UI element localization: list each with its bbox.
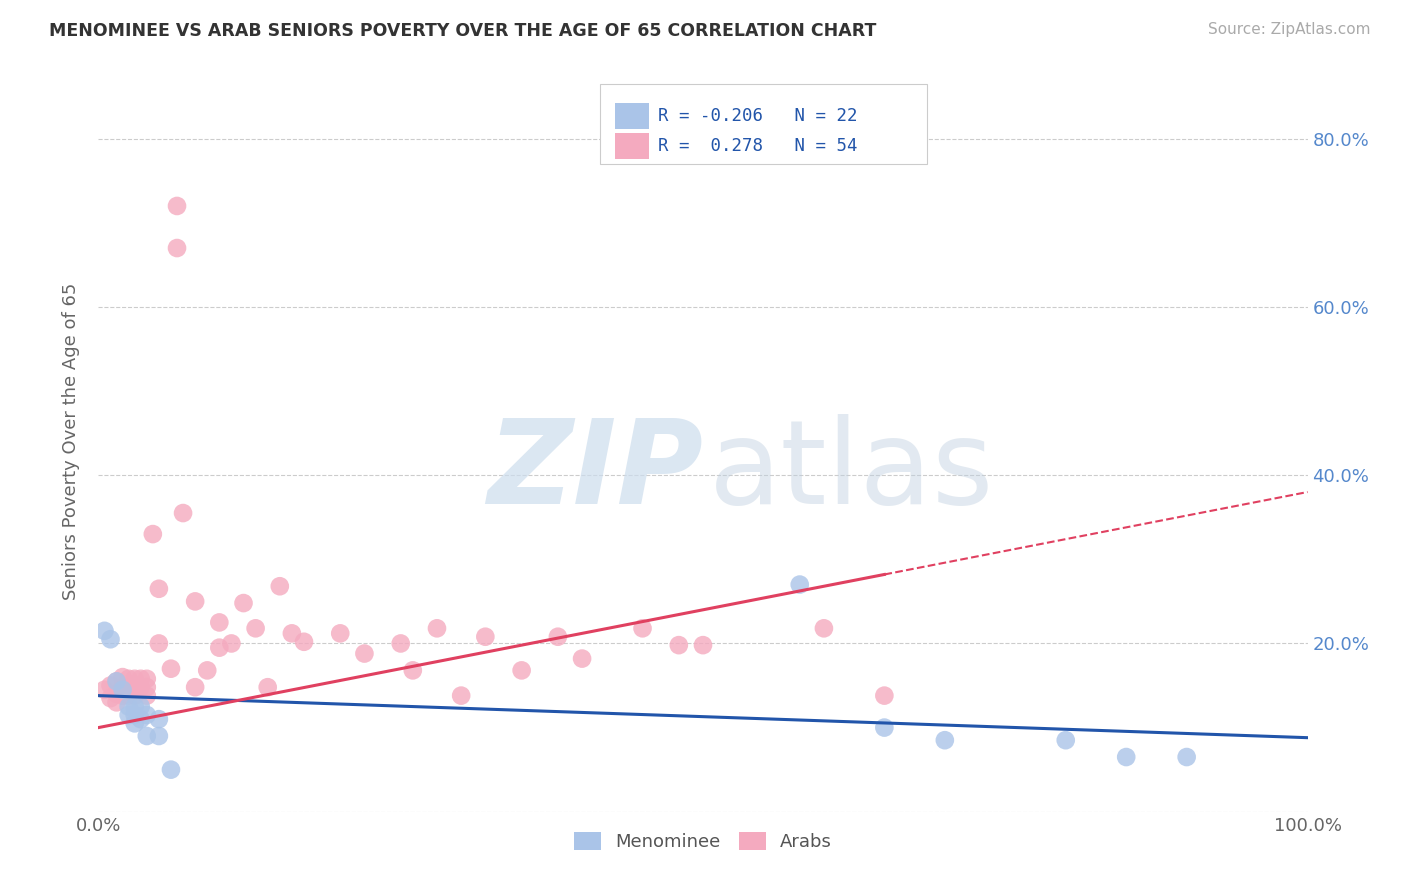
Point [329,626,352,640]
Point [292,634,315,648]
Point [813,621,835,635]
Point [111,680,134,694]
Point [148,712,170,726]
Point [934,733,956,747]
Point [631,621,654,635]
Point [105,674,128,689]
Point [450,689,472,703]
Point [118,699,141,714]
Legend: Menominee, Arabs: Menominee, Arabs [567,824,839,858]
Point [129,680,152,694]
Point [105,695,128,709]
Point [124,699,146,714]
Point [389,636,412,650]
Point [135,672,157,686]
Point [281,626,304,640]
Point [129,699,152,714]
Bar [614,134,648,160]
Point [142,527,165,541]
Point [100,632,122,647]
Point [571,651,593,665]
Point [547,630,569,644]
Point [184,594,207,608]
Point [221,636,243,650]
Point [245,621,267,635]
Point [118,689,141,703]
Point [873,721,896,735]
Point [111,689,134,703]
Point [789,577,811,591]
Point [135,708,157,723]
Bar [614,103,648,128]
Point [148,582,170,596]
Bar [600,84,927,164]
Point [195,664,218,678]
Text: atlas: atlas [709,414,994,529]
Point [105,687,128,701]
Point [135,689,157,703]
Text: MENOMINEE VS ARAB SENIORS POVERTY OVER THE AGE OF 65 CORRELATION CHART: MENOMINEE VS ARAB SENIORS POVERTY OVER T… [49,22,876,40]
Point [124,708,146,723]
Point [129,672,152,686]
Point [118,708,141,723]
Point [166,199,188,213]
Point [124,680,146,694]
Point [232,596,254,610]
Point [668,638,690,652]
Point [124,672,146,686]
Text: R =  0.278   N = 54: R = 0.278 N = 54 [658,137,858,155]
Y-axis label: Seniors Poverty Over the Age of 65: Seniors Poverty Over the Age of 65 [62,283,80,600]
Point [124,689,146,703]
Point [256,680,278,694]
Text: Source: ZipAtlas.com: Source: ZipAtlas.com [1208,22,1371,37]
Point [208,640,231,655]
Point [269,579,291,593]
Point [118,680,141,694]
Point [111,682,134,697]
Point [208,615,231,630]
Point [118,672,141,686]
Point [474,630,496,644]
Point [692,638,714,652]
Point [100,691,122,706]
Point [93,682,115,697]
Point [160,763,183,777]
Point [1115,750,1137,764]
Point [184,680,207,694]
Point [402,664,425,678]
Point [135,729,157,743]
Point [160,662,183,676]
Point [426,621,449,635]
Point [166,241,188,255]
Point [148,636,170,650]
Point [148,729,170,743]
Text: R = -0.206   N = 22: R = -0.206 N = 22 [658,107,858,125]
Point [1054,733,1077,747]
Point [105,674,128,689]
Point [93,624,115,638]
Point [172,506,194,520]
Point [129,712,152,726]
Point [124,716,146,731]
Point [510,664,533,678]
Point [135,680,157,694]
Point [353,647,375,661]
Text: ZIP: ZIP [486,414,703,529]
Point [1175,750,1198,764]
Point [873,689,896,703]
Point [111,670,134,684]
Point [100,679,122,693]
